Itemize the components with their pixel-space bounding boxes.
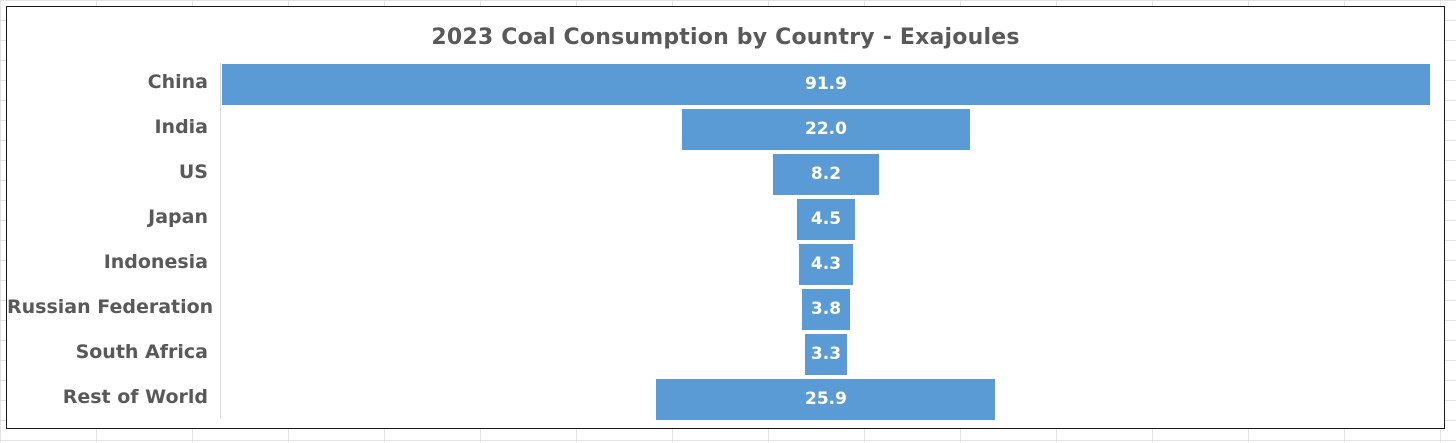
bar-value-label: 4.5 <box>810 209 842 229</box>
category-label: Indonesia <box>103 251 208 273</box>
bar: 4.3 <box>797 242 855 286</box>
bar: 22.0 <box>681 107 971 151</box>
bar: 4.5 <box>796 197 856 241</box>
category-label: Russian Federation <box>7 296 214 318</box>
bar-value-label: 22.0 <box>805 119 847 139</box>
bar: 3.3 <box>804 332 848 376</box>
category-label: Japan <box>148 206 208 228</box>
bar-value-label: 25.9 <box>805 389 847 409</box>
chart-frame: 2023 Coal Consumption by Country - Exajo… <box>6 6 1445 429</box>
bar: 91.9 <box>221 62 1431 106</box>
bar-value-label: 8.2 <box>810 164 842 184</box>
bar-value-label: 3.3 <box>810 344 842 364</box>
category-label: Rest of World <box>62 386 208 408</box>
category-label: South Africa <box>75 341 208 363</box>
bar: 8.2 <box>772 152 880 196</box>
chart-title: 2023 Coal Consumption by Country - Exajo… <box>431 25 1020 50</box>
category-label: US <box>178 161 208 183</box>
bar-value-label: 91.9 <box>805 74 847 94</box>
category-label: China <box>147 71 208 93</box>
category-label: India <box>154 116 208 138</box>
category-axis-line <box>220 63 221 419</box>
bar-value-label: 3.8 <box>810 299 842 319</box>
bar: 3.8 <box>800 287 851 331</box>
bar-value-label: 4.3 <box>810 254 842 274</box>
bar: 25.9 <box>655 377 997 421</box>
